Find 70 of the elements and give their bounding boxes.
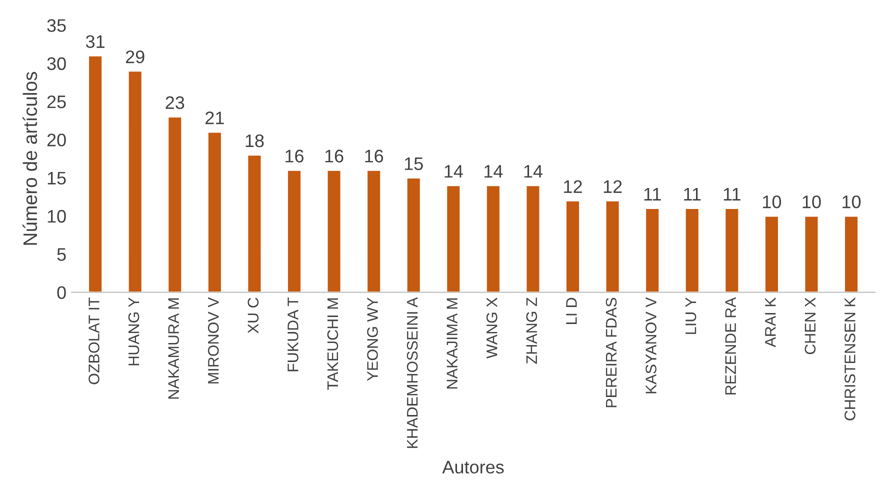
y-tick-label: 15 bbox=[48, 172, 66, 185]
x-tick-label: MIRONOV V bbox=[208, 297, 219, 384]
data-label: 11 bbox=[684, 188, 701, 200]
x-tick-label: KASYANOV V bbox=[646, 297, 656, 394]
x-tick-label: OZBOLAT IT bbox=[88, 298, 100, 384]
data-label: 14 bbox=[444, 165, 463, 178]
data-label: 16 bbox=[365, 150, 384, 162]
bar bbox=[246, 154, 262, 292]
x-tick-label: WANG X bbox=[486, 298, 498, 359]
bar bbox=[724, 208, 740, 292]
y-axis-title: Número de artículos bbox=[22, 72, 38, 245]
data-label: 10 bbox=[763, 195, 782, 208]
bar bbox=[844, 215, 859, 292]
data-label: 14 bbox=[484, 165, 503, 178]
bar bbox=[207, 131, 222, 292]
x-tick-label: PEREIRA FDAS bbox=[606, 298, 617, 408]
x-tick-label: ZHANG Z bbox=[526, 298, 538, 364]
x-tick-label: LI D bbox=[566, 298, 577, 324]
y-tick-label: 10 bbox=[48, 210, 66, 223]
data-label: 15 bbox=[404, 158, 423, 170]
bar bbox=[684, 208, 700, 292]
y-tick-label: 20 bbox=[47, 134, 66, 146]
bar bbox=[525, 184, 541, 292]
data-label: 16 bbox=[325, 150, 344, 162]
data-label: 10 bbox=[802, 195, 821, 208]
data-label: 11 bbox=[644, 188, 661, 200]
data-label: 10 bbox=[842, 195, 861, 208]
bar bbox=[88, 55, 103, 292]
x-axis-title: Autores bbox=[442, 460, 504, 474]
x-tick-label: HUANG Y bbox=[128, 298, 140, 366]
data-label: 29 bbox=[126, 50, 144, 64]
x-tick-label: LIU Y bbox=[686, 298, 696, 334]
bar bbox=[565, 200, 580, 292]
bar bbox=[486, 184, 501, 292]
x-tick-label: CHRISTENSEN K bbox=[844, 297, 856, 420]
x-tick-label: NAKAJIMA M bbox=[446, 298, 458, 388]
x-tick-label: ARAI K bbox=[765, 297, 776, 348]
x-tick-label: YEONG WY bbox=[367, 298, 378, 381]
x-tick-label: CHEN X bbox=[804, 298, 816, 354]
data-label: 11 bbox=[724, 188, 740, 200]
x-tick-label: TAKEUCHI M bbox=[327, 298, 338, 390]
x-tick-label: REZENDE RA bbox=[725, 297, 736, 394]
data-label: 14 bbox=[524, 165, 542, 178]
bar bbox=[127, 70, 143, 292]
bar bbox=[604, 200, 620, 292]
x-tick-label: KHADEMHOSSEINI A bbox=[406, 297, 418, 448]
bar bbox=[446, 184, 462, 292]
y-tick-label: 5 bbox=[57, 248, 66, 261]
data-label: 12 bbox=[604, 180, 622, 193]
y-tick-label: 25 bbox=[47, 95, 66, 108]
bar bbox=[764, 215, 780, 292]
bar bbox=[366, 170, 382, 292]
bar bbox=[326, 170, 342, 292]
bar bbox=[286, 170, 302, 292]
data-label: 18 bbox=[246, 134, 264, 148]
y-tick-label: 0 bbox=[57, 286, 66, 300]
data-label: 16 bbox=[286, 150, 304, 162]
bar bbox=[167, 116, 183, 292]
x-tick-label: XU C bbox=[248, 298, 259, 334]
data-label: 21 bbox=[206, 112, 224, 124]
x-tick-label: NAKAMURA M bbox=[168, 298, 179, 399]
y-tick-label: 35 bbox=[47, 19, 66, 32]
data-label: 12 bbox=[564, 180, 582, 193]
y-tick-label: 30 bbox=[47, 57, 66, 70]
bar bbox=[804, 215, 820, 292]
x-tick-label: FUKUDA T bbox=[288, 298, 298, 372]
data-label: 31 bbox=[86, 35, 104, 48]
bar bbox=[406, 177, 422, 292]
bar bbox=[644, 208, 660, 292]
data-label: 23 bbox=[166, 96, 184, 110]
